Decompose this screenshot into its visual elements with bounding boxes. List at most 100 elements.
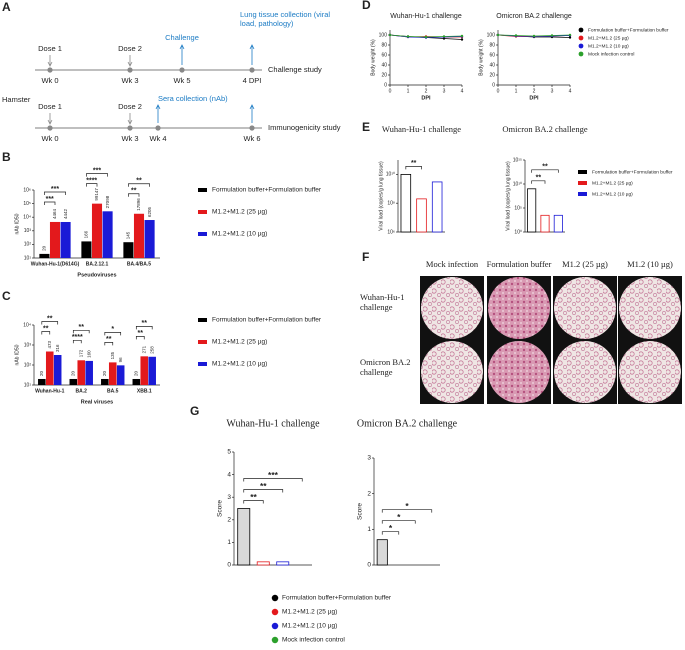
x-tick-label: BA.4/BA.5	[127, 261, 151, 267]
significance-bracket	[381, 520, 416, 524]
panel-letter: A	[2, 0, 11, 14]
data-label: 20	[42, 245, 47, 251]
y-tick-label: 10⁵	[514, 205, 522, 211]
event-label-box: Lung tissue collection (viral load, path…	[240, 10, 330, 28]
y-tick-label: 4	[227, 471, 231, 478]
y-tick-label: 0	[384, 82, 387, 88]
panel-letter: G	[190, 404, 199, 418]
week-label: 4 DPI	[243, 76, 262, 85]
y-tick-label: 10²	[24, 362, 32, 368]
bar	[400, 173, 412, 233]
legend-marker	[578, 51, 584, 57]
bar	[69, 378, 78, 385]
x-tick-label: 3	[443, 88, 446, 94]
bar	[85, 360, 93, 385]
bar	[144, 220, 155, 258]
significance-label: *	[405, 501, 409, 511]
point	[532, 34, 536, 38]
y-axis-label: Viral load (copies/g lung tissue)	[378, 161, 384, 231]
week-label: Wk 0	[41, 76, 58, 85]
significance-bracket	[72, 329, 90, 334]
significance-label: **	[79, 324, 85, 331]
significance-bracket	[381, 531, 400, 535]
significance-label: **	[136, 178, 142, 185]
x-axis-label: DPI	[421, 95, 431, 101]
legend-marker	[198, 188, 207, 192]
significance-bracket	[41, 321, 59, 325]
legend-label: M1.2+M1.2 (25 µg)	[592, 180, 633, 186]
data-label: 145	[126, 231, 131, 239]
data-label: 172	[78, 349, 83, 357]
arrow-head	[47, 61, 53, 67]
bar	[237, 508, 251, 566]
legend-label: Mock infection control	[588, 51, 634, 57]
x-tick-label: 3	[551, 88, 554, 94]
significance-label: ***	[93, 167, 101, 174]
axis-line	[497, 30, 570, 86]
significance-bracket	[41, 331, 51, 335]
data-label: 135	[110, 351, 115, 359]
data-label: 20	[70, 370, 75, 376]
legend-label: M1.2+M1.2 (25 µg)	[588, 35, 629, 41]
legend-marker	[578, 43, 584, 49]
legend-marker	[271, 594, 279, 602]
y-tick-label: 10⁶	[23, 187, 31, 193]
y-tick-label: 10³	[24, 228, 32, 234]
bar	[148, 356, 156, 385]
significance-label: *	[397, 512, 401, 522]
x-tick-label: 4	[461, 88, 464, 94]
y-tick-label: 0	[227, 562, 231, 569]
significance-bracket	[86, 173, 108, 177]
bar	[376, 539, 388, 566]
y-tick-label: 10⁵	[23, 201, 31, 207]
legend-label: Formulation buffer+Formulation buffer	[592, 169, 673, 175]
point	[460, 38, 464, 41]
column-header: M1.2 (25 µg)	[562, 259, 608, 269]
legend-label: M1.2+M1.2 (10 µg)	[592, 191, 633, 197]
significance-label: **	[131, 188, 137, 195]
legend-marker	[578, 27, 584, 33]
data-label: 27098	[105, 195, 110, 208]
data-label: 20	[102, 370, 107, 376]
significance-bracket	[243, 489, 284, 493]
data-label: 316	[55, 344, 60, 352]
legend-marker	[578, 192, 587, 196]
x-axis-label: DPI	[529, 95, 539, 101]
data-label: 6205	[147, 207, 152, 218]
legend-marker	[198, 318, 207, 322]
row-label-box: Omicron BA.2 challenge	[360, 357, 411, 377]
significance-label: ***	[268, 470, 279, 480]
significance-bracket	[86, 183, 98, 187]
bar	[49, 221, 61, 258]
bar	[108, 362, 117, 385]
y-tick-label: 2	[227, 517, 231, 524]
bar	[540, 214, 550, 233]
significance-label: ****	[86, 177, 97, 184]
legend-label: M1.2+M1.2 (25 µg)	[212, 339, 267, 346]
legend-marker	[578, 181, 587, 185]
panel-letter: D	[362, 0, 371, 12]
y-tick-label: 5	[227, 449, 231, 456]
arrow-head	[179, 44, 185, 50]
significance-bracket	[104, 342, 114, 346]
y-tick-label: 10⁴	[23, 322, 31, 328]
bar	[116, 365, 125, 385]
y-tick-label: 10²	[24, 242, 32, 248]
significance-label: **	[411, 160, 417, 167]
timepoint	[249, 67, 255, 73]
significance-label: **	[542, 164, 548, 171]
point	[388, 33, 392, 37]
significance-bracket	[44, 191, 66, 195]
y-tick-label: 80	[489, 42, 495, 48]
significance-bracket	[243, 478, 303, 482]
y-tick-label: 0	[492, 82, 495, 88]
data-label: 99147	[94, 188, 99, 201]
x-tick-label: Wuhan-Hu-1	[35, 388, 65, 394]
y-tick-label: 60	[489, 52, 495, 58]
x-axis-label: Pseudoviruses	[77, 272, 116, 278]
legend-label: Formulation buffer+Formulation buffer	[212, 187, 322, 194]
bar	[431, 181, 443, 233]
arrow-head	[47, 119, 53, 125]
bar	[39, 253, 50, 258]
event-label: Dose 1	[38, 102, 62, 111]
